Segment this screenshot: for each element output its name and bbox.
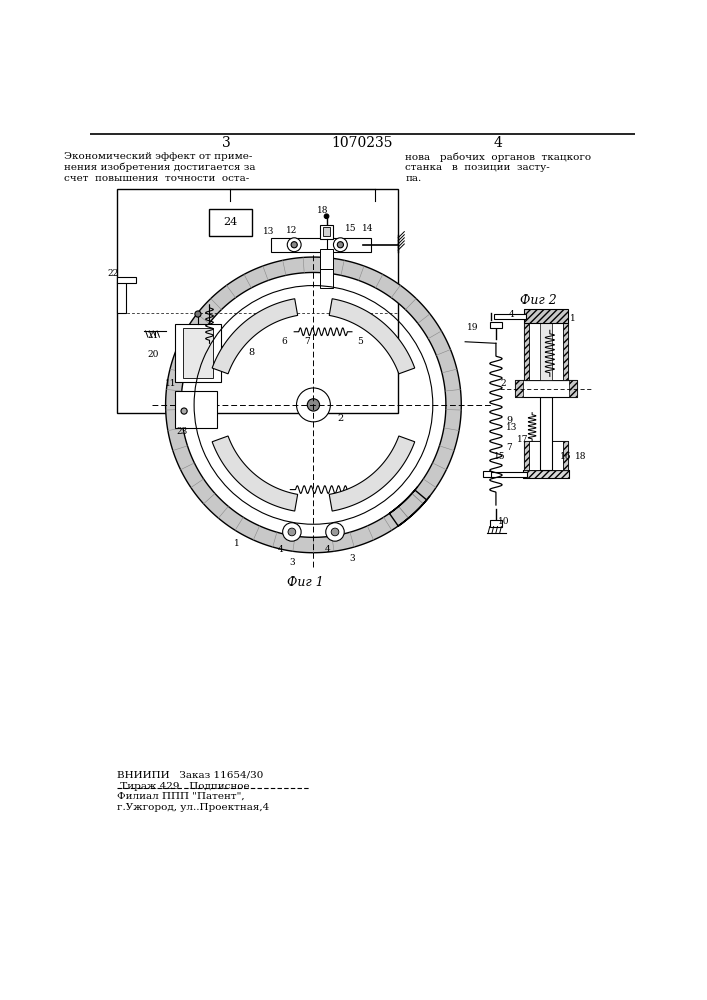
Bar [525,441,529,470]
Bar [320,225,334,239]
Bar [490,322,502,328]
Circle shape [325,214,329,219]
Bar [175,391,217,428]
Text: 13: 13 [263,227,274,236]
Text: ВНИИПИ   Заказ 11654/30: ВНИИПИ Заказ 11654/30 [117,771,264,780]
Text: 13: 13 [506,424,517,432]
Bar [569,380,577,397]
Bar [525,323,568,380]
Bar [117,282,127,312]
Polygon shape [212,436,298,511]
Bar [529,323,563,380]
Bar [117,277,136,283]
Bar [563,441,568,470]
Text: 4: 4 [493,136,503,150]
Text: 12: 12 [286,226,298,235]
Text: 22: 22 [107,269,119,278]
Bar [540,323,552,380]
Bar [515,380,523,397]
Bar [525,323,529,380]
Text: 23: 23 [177,427,188,436]
Bar [209,209,252,235]
Bar [493,314,526,319]
Text: 21: 21 [148,331,159,340]
Circle shape [337,242,344,248]
Text: 7: 7 [305,337,310,346]
Text: нова   рабочих  органов  ткацкого
станка   в  позиции  засту-
па.: нова рабочих органов ткацкого станка в п… [405,152,591,183]
Bar [175,361,221,369]
Bar [563,323,568,380]
Text: 9: 9 [507,416,513,425]
Bar [515,380,577,397]
Bar [322,227,330,236]
Bar [525,309,568,323]
Polygon shape [165,257,461,553]
Text: 18: 18 [575,452,586,461]
Text: 8: 8 [249,348,255,357]
Text: 18: 18 [317,206,329,215]
Text: 4: 4 [279,545,284,554]
Text: 17: 17 [517,435,529,444]
Circle shape [181,408,187,414]
Bar [483,471,491,477]
Bar [182,328,214,378]
Text: 16: 16 [559,452,571,461]
Circle shape [291,242,297,248]
Text: 10: 10 [498,517,509,526]
Bar [320,269,334,288]
Bar [525,441,568,470]
Bar [320,249,334,269]
Text: 2: 2 [501,379,506,388]
Circle shape [296,388,330,422]
Text: 14: 14 [361,224,373,233]
Text: г.Ужгород, ул..Проектная,4: г.Ужгород, ул..Проектная,4 [117,803,269,812]
Bar [523,470,569,478]
Text: 1: 1 [233,539,239,548]
Circle shape [326,523,344,541]
Text: 4: 4 [325,545,330,554]
Text: 3: 3 [222,136,230,150]
Text: 2: 2 [337,414,344,423]
Text: 11: 11 [165,379,177,388]
Text: 20: 20 [148,350,159,359]
Bar [523,470,569,478]
Circle shape [334,238,347,252]
Circle shape [283,523,301,541]
Text: Тираж 429   Подписное: Тираж 429 Подписное [117,782,250,791]
Text: 6: 6 [281,337,287,346]
Text: 5: 5 [357,337,363,346]
Bar [489,472,527,477]
Circle shape [308,399,320,411]
Text: 15: 15 [494,452,506,461]
Text: Экономический эффект от приме-
нения изобретения достигается за
счет  повышения : Экономический эффект от приме- нения изо… [64,152,255,183]
Polygon shape [212,299,298,374]
Text: 7: 7 [506,443,512,452]
Text: 3: 3 [349,554,355,563]
Polygon shape [329,299,415,374]
Polygon shape [329,436,415,511]
Text: 1070235: 1070235 [331,136,392,150]
Bar [175,324,221,382]
Bar [490,520,502,527]
Text: 15: 15 [344,224,356,233]
Bar [529,441,563,470]
Bar [271,238,371,252]
Text: 3: 3 [289,558,295,567]
Text: Фиг 1: Фиг 1 [287,576,324,588]
Text: Филиал ППП "Патент",: Филиал ППП "Патент", [117,791,245,800]
Circle shape [288,528,296,536]
Circle shape [176,371,182,377]
Circle shape [331,528,339,536]
Text: Фиг 2: Фиг 2 [520,294,556,307]
Text: 19: 19 [467,323,479,332]
Text: 1: 1 [570,314,575,323]
Text: 24: 24 [223,217,238,227]
Circle shape [287,238,301,252]
Circle shape [195,311,201,317]
Bar [117,189,398,413]
Text: 4: 4 [508,310,514,319]
Bar [540,397,552,470]
